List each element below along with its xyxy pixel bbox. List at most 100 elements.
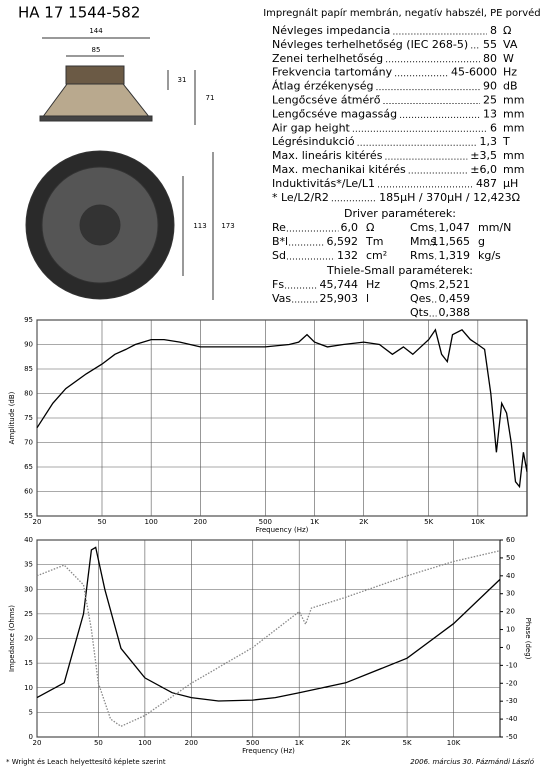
y-tick-label: 55 bbox=[24, 512, 33, 520]
param-name: Vas bbox=[272, 292, 291, 305]
spec-unit: W bbox=[503, 52, 514, 65]
y2-tick-label: 50 bbox=[506, 554, 515, 562]
spec-label: Lengőcséve átmérő bbox=[272, 94, 381, 107]
param-value: 1,047 bbox=[439, 221, 471, 234]
y-tick-label: 15 bbox=[24, 659, 33, 667]
series-line bbox=[36, 550, 501, 728]
y-tick-label: 35 bbox=[24, 561, 33, 569]
subtitle: Impregnált papír membrán, negatív habszé… bbox=[263, 7, 540, 19]
param-value: 0,388 bbox=[439, 306, 471, 319]
x-tick-label: 1K bbox=[310, 518, 319, 526]
x-tick-label: 10K bbox=[447, 739, 461, 747]
y2-tick-label: 40 bbox=[506, 572, 515, 580]
spec-label: Névleges impedancia bbox=[272, 24, 390, 37]
spec-value: 6 bbox=[490, 121, 497, 134]
spec-unit: µH bbox=[503, 177, 518, 190]
spec-unit: Ω bbox=[503, 24, 511, 37]
y-tick-label: 75 bbox=[24, 414, 33, 422]
spec-label: Induktivitás*/Le/L1 bbox=[272, 177, 375, 190]
footer-signature: 2006. március 30. Pázmándi László bbox=[410, 758, 535, 766]
spec-label: Névleges terhelhetőség (IEC 268-5) bbox=[272, 38, 468, 51]
footer-note: * Wright és Leach helyettesítő képlete s… bbox=[6, 757, 166, 766]
spec-value: 45-6000 bbox=[451, 66, 497, 79]
param-name: Qms bbox=[410, 278, 435, 291]
dimension: 173 bbox=[221, 222, 234, 230]
y-tick-label: 0 bbox=[29, 733, 33, 741]
param-value: 6,0 bbox=[341, 221, 359, 234]
spec-value: 13 bbox=[483, 107, 497, 120]
spec-label: Frekvencia tartomány bbox=[272, 66, 393, 79]
y-tick-label: 40 bbox=[24, 536, 33, 544]
y2-tick-label: -50 bbox=[506, 733, 517, 741]
param-unit: mm/N bbox=[478, 221, 511, 234]
y-tick-label: 65 bbox=[24, 463, 33, 471]
dimension: 31 bbox=[178, 76, 187, 84]
title: HA 17 1544-582 bbox=[18, 4, 140, 22]
y-tick-label: 10 bbox=[24, 684, 33, 692]
param-name: Sd bbox=[272, 249, 286, 262]
param-value: 11,565 bbox=[432, 235, 471, 248]
x-tick-label: 100 bbox=[144, 518, 157, 526]
x-tick-label: 20 bbox=[33, 739, 42, 747]
spec-label: Zenei terhelhetőség bbox=[272, 52, 383, 65]
x-tick-label: 50 bbox=[98, 518, 107, 526]
param-unit: Ω bbox=[366, 221, 374, 234]
y2-tick-label: 30 bbox=[506, 590, 515, 598]
param-value: 132 bbox=[337, 249, 358, 262]
spec-unit: dB bbox=[503, 80, 518, 93]
spec-label: Max. lineáris kitérés bbox=[272, 149, 383, 162]
spec-unit: mm bbox=[503, 94, 524, 107]
param-name: Qts bbox=[410, 306, 429, 319]
speaker-drawing bbox=[25, 37, 214, 300]
driver-title: Driver paraméterek: bbox=[344, 207, 456, 220]
param-unit: l bbox=[366, 292, 369, 305]
x-tick-label: 500 bbox=[259, 518, 272, 526]
spec-unit: mm bbox=[503, 121, 524, 134]
spec-label: Air gap height bbox=[272, 121, 351, 134]
dimension: 71 bbox=[206, 94, 215, 102]
spec-value: 55 bbox=[483, 38, 497, 51]
spec-value: 90 bbox=[483, 80, 497, 93]
y-axis-label: Amplitude (dB) bbox=[8, 391, 16, 444]
dimension: 144 bbox=[89, 27, 103, 35]
spec-unit: mm bbox=[503, 163, 524, 176]
y-tick-label: 60 bbox=[24, 488, 33, 496]
spec-value: 8 bbox=[490, 24, 497, 37]
y-axis-label: Impedance (Ohms) bbox=[8, 605, 16, 672]
spec-value: 185µH / 370µH / 12,423Ω bbox=[379, 191, 520, 204]
param-name: Re bbox=[272, 221, 286, 234]
param-name: Cms bbox=[410, 221, 434, 234]
param-name: Qes bbox=[410, 292, 431, 305]
y-tick-label: 70 bbox=[24, 439, 33, 447]
x-tick-label: 5K bbox=[424, 518, 433, 526]
x-tick-label: 5K bbox=[403, 739, 412, 747]
y2-axis-label: Phase (deg) bbox=[524, 618, 532, 660]
x-tick-label: 1K bbox=[295, 739, 304, 747]
x-axis-label: Frequency (Hz) bbox=[256, 526, 309, 534]
x-tick-label: 500 bbox=[246, 739, 259, 747]
param-unit: kg/s bbox=[478, 249, 501, 262]
y-tick-label: 90 bbox=[24, 341, 33, 349]
spec-value: ±3,5 bbox=[470, 149, 497, 162]
param-value: 6,592 bbox=[327, 235, 359, 248]
param-unit: Tm bbox=[365, 235, 383, 248]
param-unit: g bbox=[478, 235, 485, 248]
y-tick-label: 25 bbox=[24, 610, 33, 618]
param-name: Mms bbox=[410, 235, 436, 248]
x-tick-label: 2K bbox=[341, 739, 350, 747]
spec-value: 487 bbox=[476, 177, 497, 190]
param-value: 0,459 bbox=[439, 292, 471, 305]
series-line bbox=[36, 546, 501, 702]
spec-label: * Le/L2/R2 bbox=[272, 191, 329, 204]
y-tick-label: 85 bbox=[24, 365, 33, 373]
x-tick-label: 200 bbox=[194, 518, 207, 526]
param-name: Rms bbox=[410, 249, 434, 262]
dimension: 113 bbox=[193, 222, 206, 230]
spec-label: Légrésindukció bbox=[272, 135, 355, 148]
param-unit: cm² bbox=[366, 249, 387, 262]
spec-unit: mm bbox=[503, 149, 524, 162]
spec-unit: mm bbox=[503, 107, 524, 120]
spec-value: ±6,0 bbox=[470, 163, 497, 176]
y-tick-label: 5 bbox=[29, 708, 33, 716]
